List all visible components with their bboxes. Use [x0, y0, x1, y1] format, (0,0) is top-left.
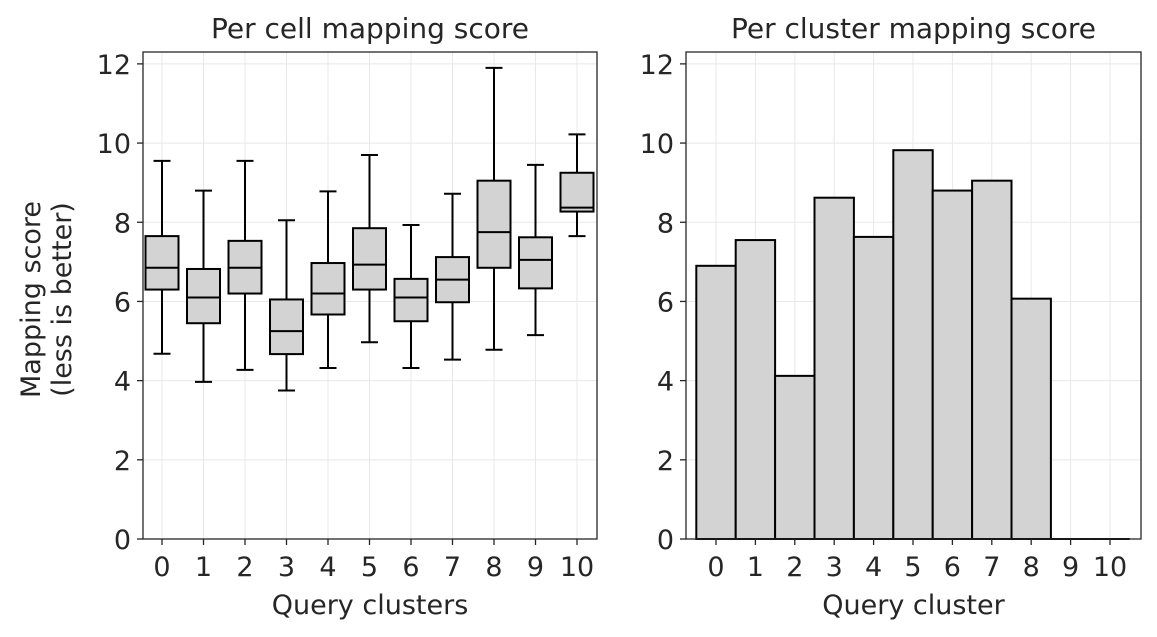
y-tick-label: 8 [114, 208, 131, 239]
iqr-box [186, 267, 221, 325]
x-tick-label: 7 [444, 552, 461, 583]
bar-3 [813, 196, 855, 540]
x-tick-label: 3 [826, 552, 843, 583]
x-tick-label: 2 [786, 552, 803, 583]
iqr-box [144, 235, 180, 291]
iqr-box [269, 298, 304, 356]
iqr-box [310, 262, 346, 316]
x-axis-label: Query clusters [272, 590, 469, 621]
x-tick-label: 4 [865, 552, 882, 583]
y-tick-label: 0 [114, 525, 131, 556]
x-tick-label: 1 [747, 552, 764, 583]
box-8 [476, 66, 512, 351]
box-1 [186, 189, 221, 383]
iqr-box [518, 236, 553, 290]
bar-1 [734, 239, 777, 541]
y-tick-label: 2 [657, 446, 674, 477]
x-tick-label: 5 [904, 552, 921, 583]
iqr-box [352, 227, 387, 291]
x-tick-label: 9 [1062, 552, 1079, 583]
bar-0 [695, 264, 737, 540]
bar-8 [1010, 297, 1052, 540]
y-tick-label: 2 [114, 446, 131, 477]
x-tick-label: 7 [983, 552, 1000, 583]
y-tick-label: 10 [640, 129, 674, 160]
x-tick-label: 1 [195, 552, 212, 583]
chart-title: Per cluster mapping score [731, 12, 1096, 45]
y-tick-label: 4 [114, 367, 131, 398]
x-tick-label: 6 [402, 552, 419, 583]
y-tick-label: 6 [114, 287, 131, 318]
x-tick-label: 10 [1093, 552, 1127, 583]
x-tick-label: 5 [361, 552, 378, 583]
y-axis-label-line: (less is better) [47, 202, 78, 397]
y-tick-label: 4 [657, 367, 674, 398]
y-axis-label-line: Mapping score [16, 201, 47, 398]
iqr-box [559, 171, 595, 213]
bar-5 [892, 149, 934, 540]
x-tick-label: 10 [560, 552, 594, 583]
bar-7 [971, 179, 1013, 540]
bar-marks [695, 149, 1130, 541]
box-0 [144, 159, 180, 355]
box-4 [310, 190, 346, 369]
bar-6 [931, 189, 974, 540]
box-10 [559, 133, 595, 238]
x-tick-label: 9 [527, 552, 544, 583]
box-2 [227, 159, 263, 371]
box-7 [435, 192, 470, 361]
x-tick-label: 3 [278, 552, 295, 583]
bar-4 [852, 235, 895, 541]
iqr-box [476, 179, 512, 269]
box-9 [518, 163, 553, 337]
box-marks [144, 66, 595, 392]
y-tick-label: 12 [640, 50, 674, 81]
bar-2 [774, 374, 816, 540]
x-tick-label: 0 [707, 552, 724, 583]
x-tick-label: 0 [153, 552, 170, 583]
chart-title: Per cell mapping score [211, 12, 529, 45]
y-tick-label: 6 [657, 287, 674, 318]
y-tick-label: 10 [97, 129, 131, 160]
x-axis-label: Query cluster [822, 590, 1005, 621]
y-tick-label: 8 [657, 208, 674, 239]
iqr-box [393, 277, 429, 323]
x-tick-label: 8 [1023, 552, 1040, 583]
x-tick-label: 8 [485, 552, 502, 583]
box-6 [393, 224, 429, 369]
y-tick-label: 12 [97, 50, 131, 81]
y-axis-label: Mapping score(less is better) [16, 201, 78, 398]
x-tick-label: 4 [319, 552, 336, 583]
x-tick-label: 6 [944, 552, 961, 583]
box-3 [269, 219, 304, 392]
box-5 [352, 153, 387, 344]
y-tick-label: 0 [657, 525, 674, 556]
x-tick-label: 2 [236, 552, 253, 583]
